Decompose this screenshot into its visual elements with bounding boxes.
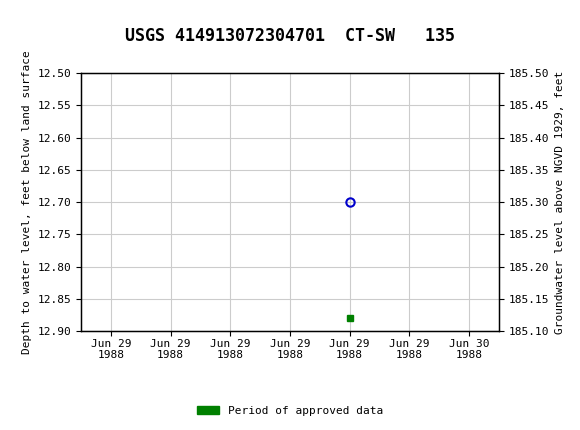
Y-axis label: Groundwater level above NGVD 1929, feet: Groundwater level above NGVD 1929, feet xyxy=(554,71,564,334)
Text: USGS 414913072304701  CT-SW   135: USGS 414913072304701 CT-SW 135 xyxy=(125,27,455,45)
Legend: Period of approved data: Period of approved data xyxy=(193,401,387,420)
Text: ≡USGS: ≡USGS xyxy=(6,10,64,29)
Y-axis label: Depth to water level, feet below land surface: Depth to water level, feet below land su… xyxy=(22,50,32,354)
